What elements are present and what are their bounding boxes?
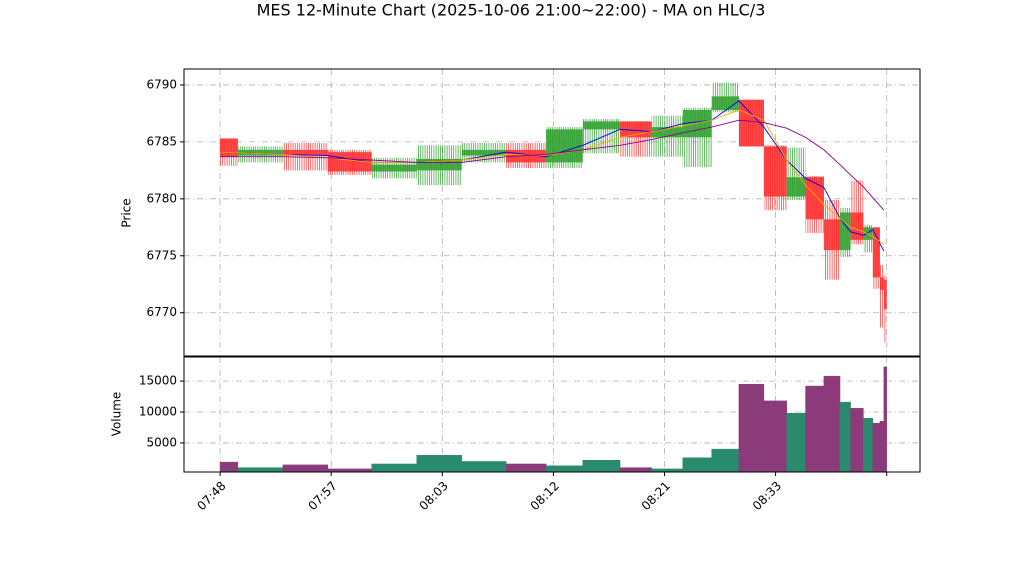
y-tick-label: 10000 (139, 405, 177, 419)
volume-bar (219, 461, 239, 473)
y-tick-label: 5000 (146, 435, 177, 449)
candle-body (461, 149, 507, 156)
volume-bar (823, 375, 841, 473)
candle-body (840, 212, 851, 251)
volume-bar (371, 463, 417, 473)
volume-bar (582, 460, 621, 473)
volume-bar (872, 422, 881, 473)
volume-bar (461, 461, 507, 473)
candle-body (823, 219, 841, 251)
candle-body (763, 146, 787, 197)
volume-bar (839, 401, 851, 473)
y-tick-label: 6775 (146, 248, 177, 262)
volume-bar (682, 457, 712, 473)
y-tick-label: 6780 (146, 191, 177, 205)
candle-body (546, 129, 583, 163)
candle-body (282, 149, 328, 156)
y-tick-label: 6770 (146, 305, 177, 319)
y-tick-label: 6785 (146, 134, 177, 148)
ma-line (220, 109, 885, 245)
candle-body (880, 277, 884, 290)
candle-body (651, 127, 683, 138)
y-tick-label: 6790 (146, 77, 177, 91)
volume-bar (863, 417, 874, 473)
y-axis-label: Volume (110, 392, 124, 437)
candle-wick (880, 264, 884, 328)
volume-bar (282, 464, 329, 473)
candle-body (220, 138, 238, 157)
volume-bar (545, 465, 584, 473)
y-axis-label: Price (120, 198, 134, 227)
volume-bar (416, 455, 462, 473)
candle-body (805, 177, 824, 220)
volume-bar (763, 400, 787, 473)
candle-body (883, 279, 887, 310)
candle-body (711, 96, 739, 110)
candle-body (237, 149, 283, 156)
candle-body (682, 110, 712, 138)
volume-bar (237, 467, 284, 473)
candle-body (416, 158, 462, 171)
y-tick-label: 15000 (139, 374, 177, 388)
volume-bar (738, 383, 765, 473)
candle-body (786, 177, 806, 197)
candle-body (371, 164, 417, 172)
candle-body (872, 227, 881, 278)
volume-bar (786, 413, 806, 473)
volume-bar (883, 366, 887, 473)
volume-bar (711, 448, 740, 473)
candle-body (850, 212, 864, 240)
ma-line (220, 119, 885, 211)
chart-title: MES 12-Minute Chart (2025-10-06 21:00~22… (257, 1, 766, 20)
axes-frame (183, 68, 921, 357)
volume-bar (850, 408, 864, 473)
volume-bar (805, 385, 825, 473)
volume-bar (619, 467, 652, 473)
volume-bar (505, 463, 547, 473)
volume-bar (879, 421, 885, 473)
candle-body (582, 121, 621, 130)
axes-frame (183, 356, 921, 473)
